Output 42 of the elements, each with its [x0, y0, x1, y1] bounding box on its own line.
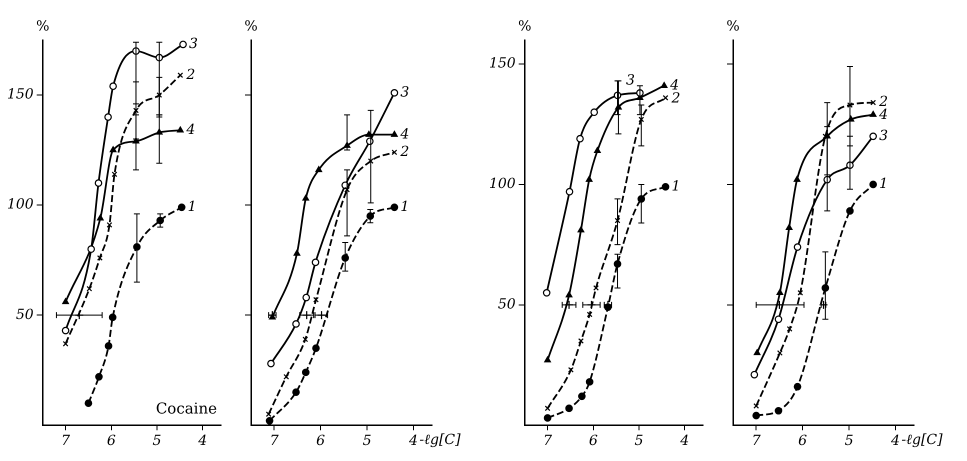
y-tick-label: 150 — [488, 56, 516, 72]
x-tick-label: 6 — [106, 433, 116, 450]
series-label: 1 — [672, 178, 680, 194]
x-tick-label: 5 — [152, 433, 162, 450]
x-tick-label: 4 — [408, 433, 418, 450]
x-tick-label: 4 — [197, 433, 208, 450]
x-tick-label: 5 — [634, 433, 644, 450]
x-axis-title: -ℓg[C] — [419, 432, 462, 448]
series-label: 3 — [189, 36, 198, 52]
series-label: 1 — [400, 198, 410, 215]
series-label: 4 — [399, 126, 410, 142]
y-axis-title: % — [726, 18, 740, 35]
series-label: 3 — [626, 72, 635, 89]
series-label: 1 — [879, 176, 888, 192]
series-label: 1 — [188, 198, 197, 215]
y-tick-label: 100 — [488, 176, 516, 192]
y-tick-label: 50 — [498, 296, 516, 312]
x-tick-label: 7 — [61, 433, 70, 450]
y-axis-title: % — [518, 18, 532, 35]
series-label: 2 — [399, 144, 410, 160]
y-tick-label: 150 — [6, 86, 34, 103]
y-axis-title: % — [36, 18, 50, 35]
series-label: 2 — [185, 66, 196, 83]
x-tick-label: 6 — [588, 433, 598, 450]
x-tick-label: 4 — [890, 433, 900, 450]
x-tick-label: 5 — [362, 433, 372, 450]
x-tick-label: 4 — [679, 433, 690, 450]
series-label: 3 — [400, 84, 410, 100]
series-label: 4 — [878, 107, 888, 124]
x-tick-label: 7 — [270, 433, 279, 450]
y-axis-title: % — [244, 18, 258, 35]
x-tick-label: 6 — [316, 433, 326, 450]
x-tick-label: 6 — [798, 433, 808, 450]
series-label: 4 — [185, 122, 196, 138]
x-tick-label: 7 — [752, 433, 761, 450]
series-label: 3 — [879, 128, 888, 144]
x-tick-label: 5 — [844, 433, 854, 450]
y-tick-label: 50 — [16, 306, 34, 323]
x-tick-label: 7 — [543, 433, 552, 450]
text: Cocaine — [156, 400, 218, 418]
x-axis-title: -ℓg[C] — [901, 432, 944, 448]
y-tick-label: 100 — [6, 196, 34, 213]
